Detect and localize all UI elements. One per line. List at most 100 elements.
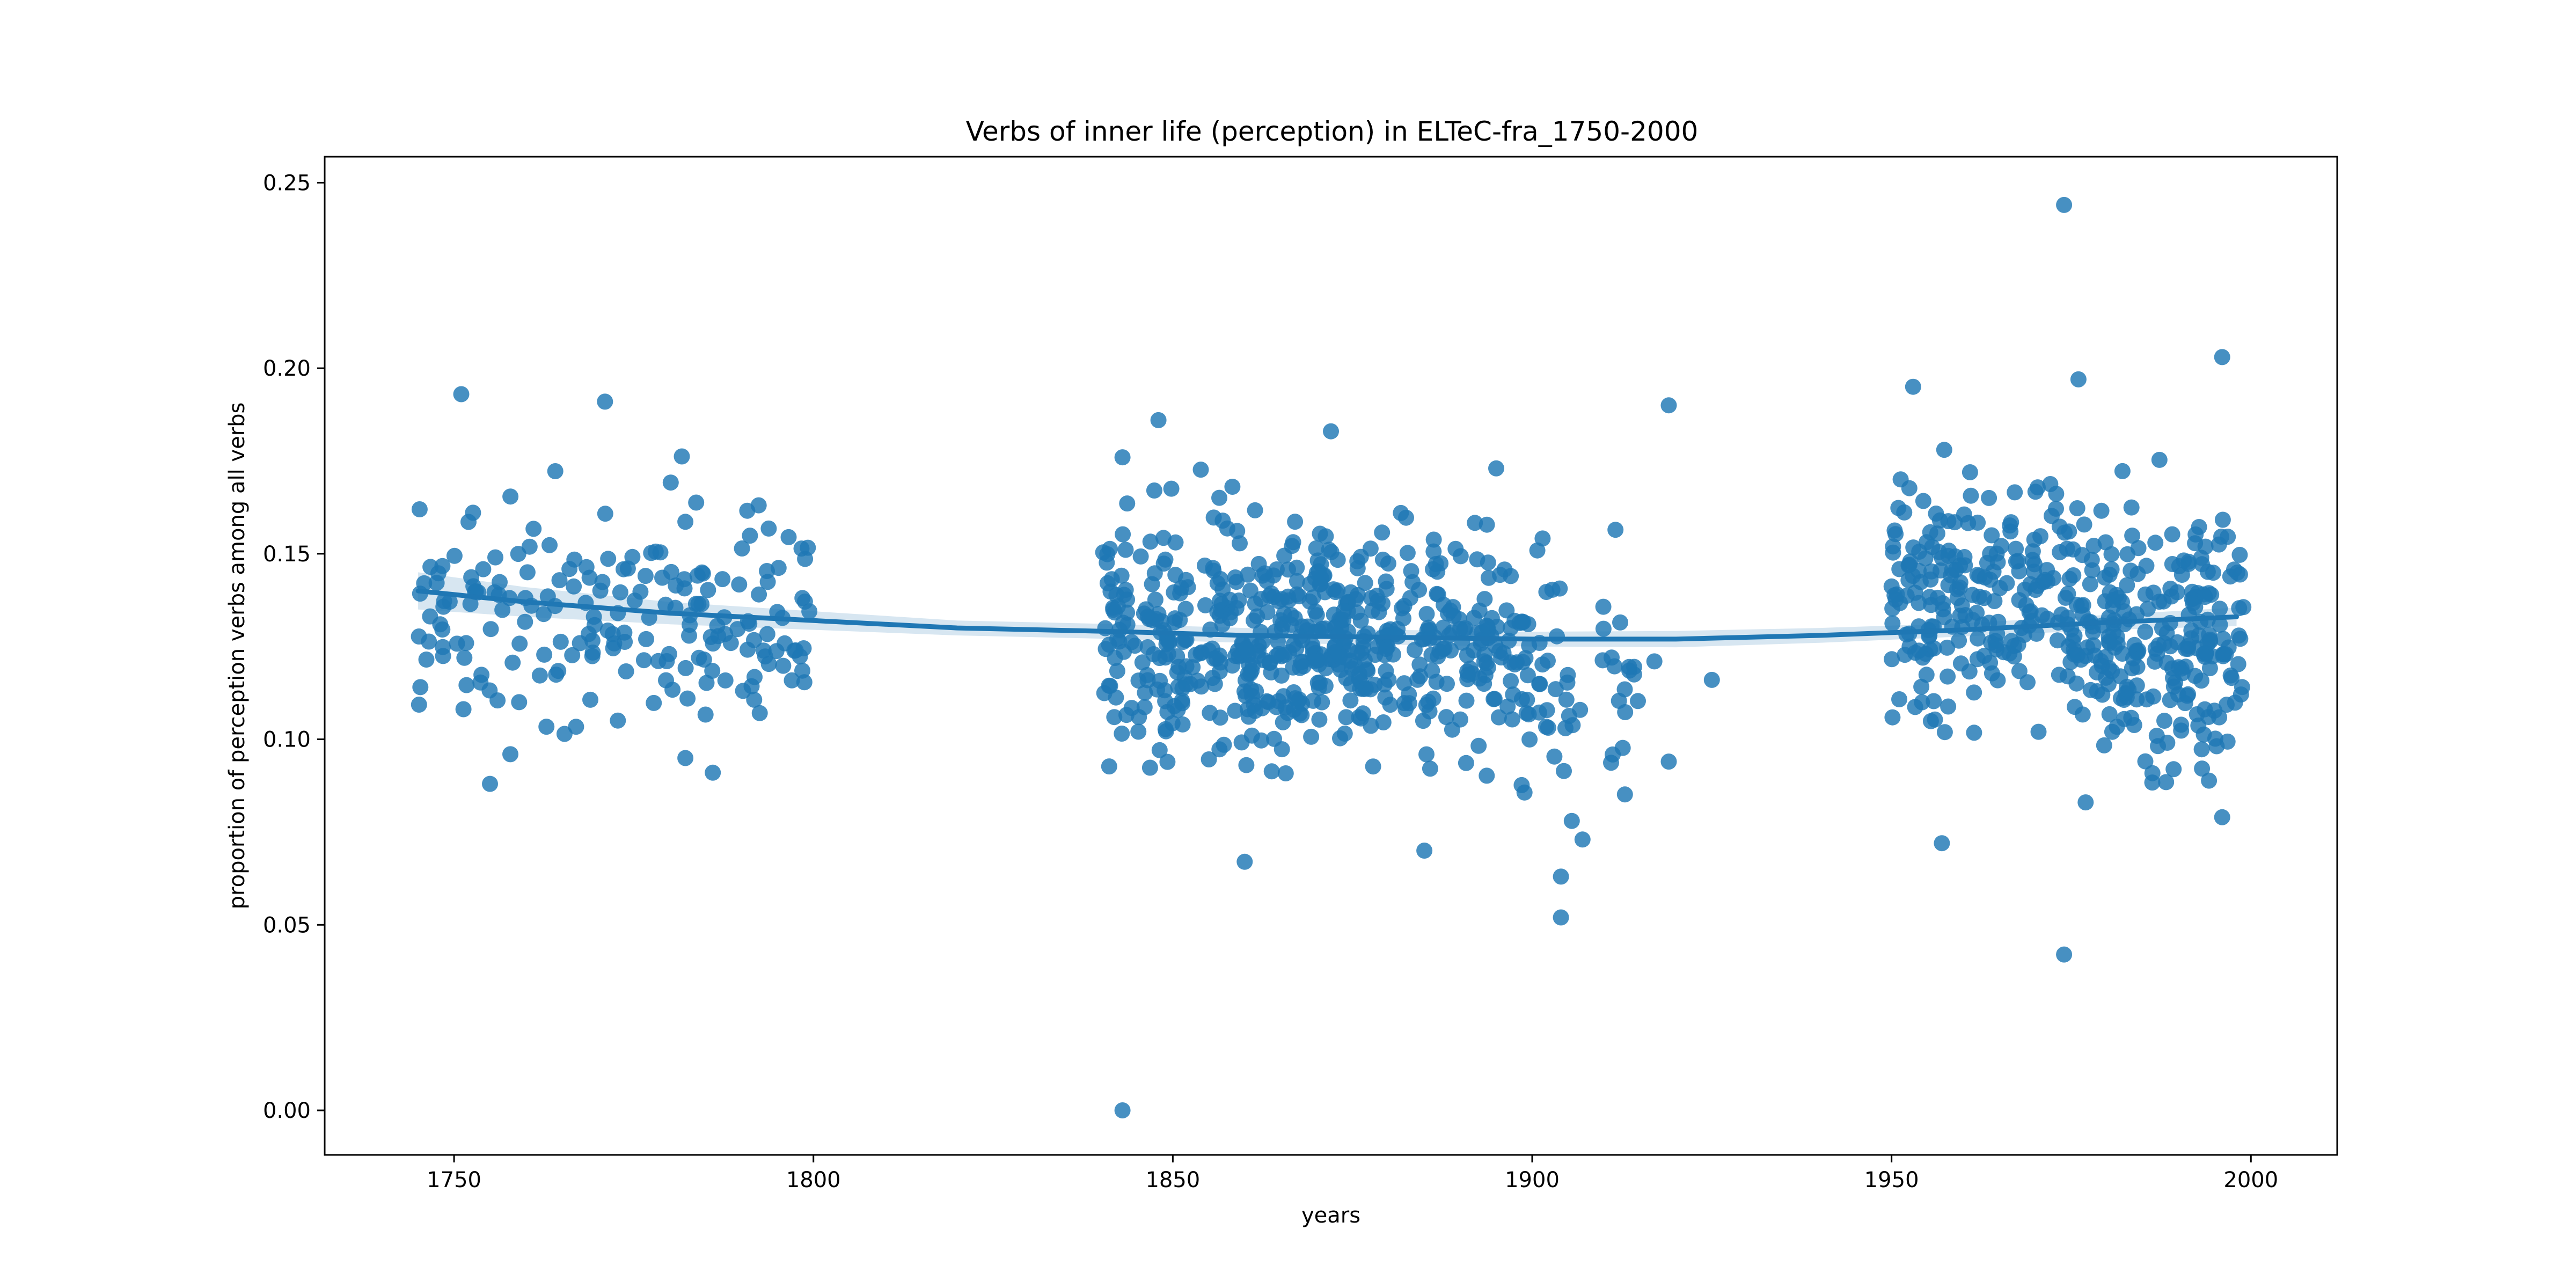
data-point bbox=[1229, 523, 1246, 539]
data-point bbox=[1172, 612, 1188, 628]
data-point bbox=[1197, 597, 1213, 613]
data-point bbox=[599, 623, 616, 639]
data-point bbox=[705, 764, 721, 781]
data-point bbox=[1407, 642, 1423, 658]
data-point bbox=[1917, 550, 1934, 567]
data-point bbox=[2137, 753, 2154, 770]
data-point bbox=[1142, 533, 1159, 550]
data-point bbox=[1944, 562, 1960, 578]
data-point bbox=[731, 576, 748, 593]
data-point bbox=[1538, 584, 1555, 600]
data-points bbox=[411, 196, 2252, 1118]
data-point bbox=[1539, 702, 1555, 719]
data-point bbox=[1240, 708, 1257, 725]
data-point bbox=[1139, 639, 1156, 655]
data-point bbox=[1309, 552, 1326, 569]
data-point bbox=[2235, 599, 2252, 616]
data-point bbox=[1952, 655, 1969, 672]
data-point bbox=[432, 616, 449, 633]
data-point bbox=[690, 596, 707, 612]
data-point bbox=[654, 569, 670, 586]
data-point bbox=[1161, 634, 1177, 651]
data-point bbox=[428, 575, 445, 591]
data-point bbox=[1422, 760, 1438, 777]
data-point bbox=[1412, 668, 1429, 685]
data-point bbox=[1939, 639, 1956, 656]
data-point bbox=[1561, 708, 1577, 724]
data-point bbox=[2197, 648, 2213, 665]
data-point bbox=[1940, 698, 1957, 715]
data-point bbox=[1362, 681, 1379, 698]
data-point bbox=[2008, 553, 2024, 570]
data-point bbox=[1246, 697, 1262, 713]
data-point bbox=[2220, 529, 2236, 545]
data-point bbox=[1211, 489, 1227, 506]
data-point bbox=[1485, 691, 1502, 707]
data-point bbox=[1425, 561, 1441, 577]
data-point bbox=[1949, 590, 1966, 606]
data-point bbox=[1425, 531, 1442, 548]
data-point bbox=[538, 719, 555, 735]
data-point bbox=[1471, 602, 1488, 619]
data-point bbox=[1985, 564, 2002, 580]
data-point bbox=[416, 575, 433, 591]
data-point bbox=[551, 572, 568, 589]
data-point bbox=[1118, 707, 1135, 723]
data-point bbox=[1201, 751, 1217, 767]
data-point bbox=[411, 501, 428, 517]
data-point bbox=[453, 386, 470, 402]
data-point bbox=[617, 634, 633, 650]
x-axis-label: years bbox=[1301, 1203, 1360, 1228]
data-point bbox=[1243, 727, 1260, 744]
data-point bbox=[1374, 551, 1391, 568]
data-point bbox=[2156, 713, 2172, 729]
data-point bbox=[677, 514, 694, 530]
data-point bbox=[1117, 541, 1134, 558]
data-point bbox=[2019, 674, 2036, 691]
data-point bbox=[1883, 578, 1900, 595]
data-point bbox=[552, 633, 569, 650]
data-point bbox=[1884, 600, 1901, 617]
data-point bbox=[2075, 597, 2091, 613]
data-point bbox=[2119, 577, 2135, 594]
data-point bbox=[1151, 742, 1168, 758]
data-point bbox=[2200, 709, 2217, 725]
data-point bbox=[525, 521, 542, 537]
data-point bbox=[511, 635, 528, 652]
data-point bbox=[411, 697, 427, 713]
data-point bbox=[1357, 575, 1373, 591]
data-point bbox=[1287, 514, 1304, 530]
data-point bbox=[1905, 539, 1922, 556]
data-point bbox=[2214, 809, 2230, 825]
data-point bbox=[624, 548, 641, 565]
y-tick-label: 0.10 bbox=[263, 728, 311, 752]
data-point bbox=[2082, 682, 2099, 698]
data-point bbox=[1364, 602, 1380, 619]
data-point bbox=[2187, 668, 2204, 684]
data-point bbox=[1130, 723, 1147, 740]
data-point bbox=[2026, 556, 2043, 573]
data-point bbox=[1148, 611, 1165, 627]
data-point bbox=[2051, 667, 2067, 683]
data-point bbox=[688, 494, 705, 511]
data-point bbox=[2114, 463, 2131, 479]
data-point bbox=[618, 663, 634, 679]
data-point bbox=[2103, 546, 2120, 562]
data-point bbox=[612, 584, 628, 601]
data-point bbox=[1493, 649, 1510, 665]
data-point bbox=[657, 596, 674, 613]
data-point bbox=[2187, 526, 2204, 543]
data-point bbox=[2169, 584, 2185, 601]
plot-area bbox=[411, 196, 2252, 1118]
data-point bbox=[759, 563, 775, 579]
data-point bbox=[1547, 681, 1564, 698]
data-point bbox=[2001, 645, 2018, 662]
data-point bbox=[1558, 691, 1575, 708]
data-point bbox=[1884, 615, 1901, 632]
data-point bbox=[1884, 709, 1901, 726]
data-point bbox=[1465, 642, 1482, 658]
data-point bbox=[2101, 706, 2118, 722]
data-point bbox=[1238, 642, 1255, 659]
data-point bbox=[674, 448, 690, 465]
data-point bbox=[2101, 676, 2117, 692]
